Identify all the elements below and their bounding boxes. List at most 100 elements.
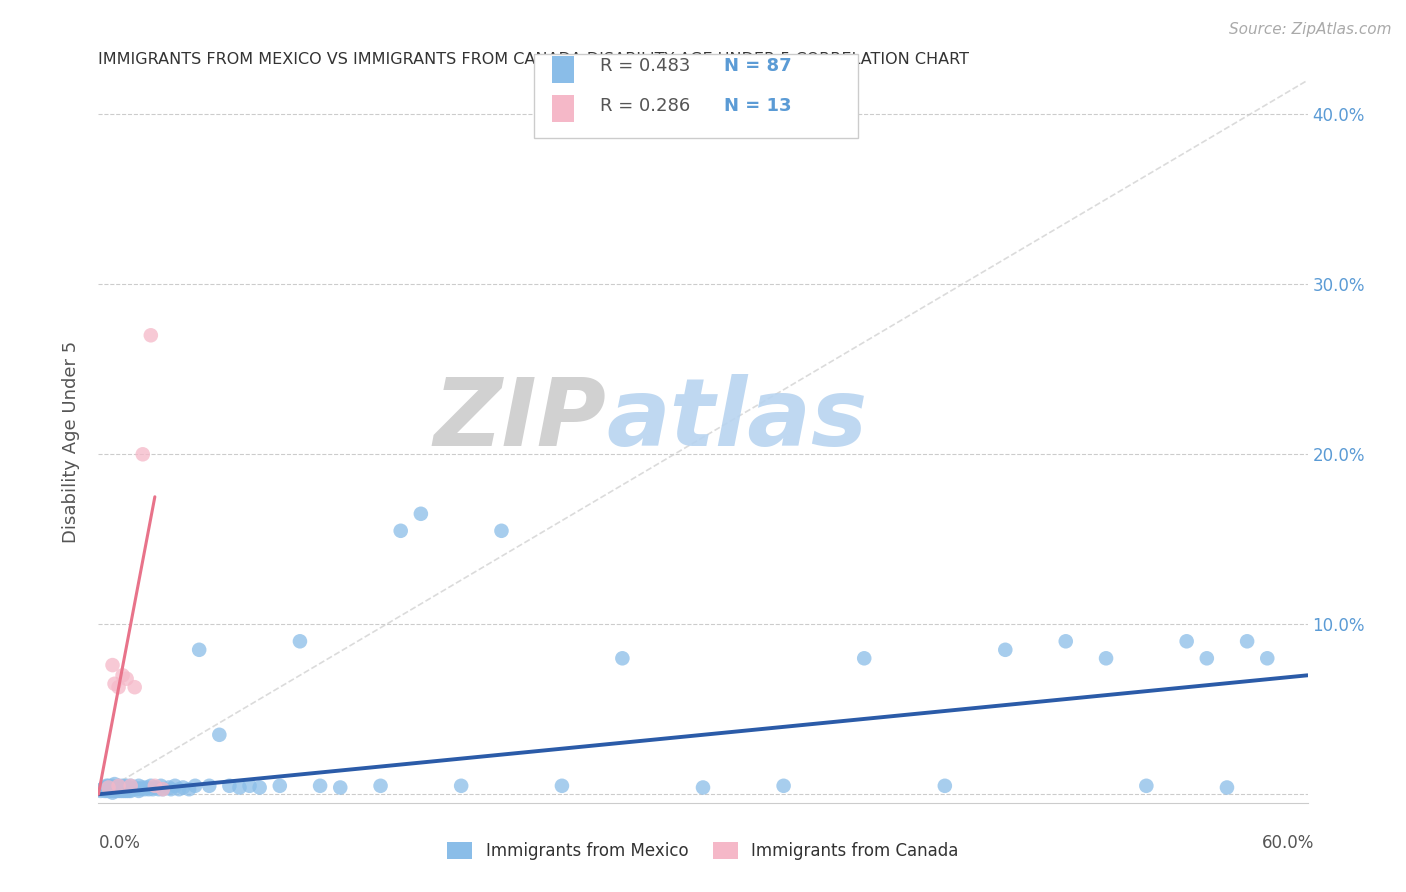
Point [139, 328, 162, 343]
Point [172, 780, 194, 795]
Point [110, 780, 132, 795]
Point [269, 779, 291, 793]
Point [198, 779, 221, 793]
Point [1216, 780, 1239, 795]
Point [107, 784, 129, 798]
Point [120, 779, 142, 793]
Point [114, 784, 136, 798]
Point [111, 668, 134, 682]
Point [1175, 634, 1198, 648]
Point [152, 782, 174, 797]
Point [551, 779, 574, 793]
Point [120, 784, 142, 798]
Point [853, 651, 876, 665]
Point [1256, 651, 1278, 665]
Point [134, 782, 156, 797]
Point [160, 782, 183, 797]
Point [692, 780, 714, 795]
Point [409, 507, 432, 521]
Point [103, 784, 125, 798]
Point [132, 780, 155, 795]
Point [103, 677, 125, 691]
Point [143, 780, 166, 795]
Point [111, 784, 134, 798]
Point [121, 782, 143, 797]
Point [218, 779, 240, 793]
Point [101, 786, 124, 800]
Point [491, 524, 513, 538]
Point [124, 680, 146, 694]
Text: R = 0.286: R = 0.286 [600, 96, 690, 114]
Point [138, 782, 160, 797]
Point [128, 784, 150, 798]
Point [97, 780, 120, 795]
Point [1095, 651, 1118, 665]
Point [132, 447, 155, 461]
Text: 0.0%: 0.0% [98, 834, 141, 852]
Point [288, 634, 311, 648]
Legend: Immigrants from Mexico, Immigrants from Canada: Immigrants from Mexico, Immigrants from … [440, 835, 966, 867]
Point [103, 780, 125, 795]
Point [184, 779, 207, 793]
Point [120, 779, 142, 793]
Point [1236, 634, 1258, 648]
Text: ZIP: ZIP [433, 374, 606, 466]
Point [97, 779, 120, 793]
Point [249, 780, 271, 795]
Point [100, 780, 122, 795]
Point [111, 779, 134, 793]
Point [91, 782, 114, 797]
Point [1195, 651, 1218, 665]
Point [115, 779, 138, 793]
Y-axis label: Disability Age Under 5: Disability Age Under 5 [62, 341, 80, 542]
Point [157, 780, 180, 795]
Point [179, 782, 201, 797]
Point [89, 784, 111, 798]
Point [228, 780, 250, 795]
Point [309, 779, 332, 793]
Point [107, 779, 129, 793]
Point [152, 782, 174, 797]
Point [389, 524, 412, 538]
Text: N = 13: N = 13 [724, 96, 792, 114]
Point [142, 782, 165, 797]
Text: Source: ZipAtlas.com: Source: ZipAtlas.com [1229, 22, 1392, 37]
Point [329, 780, 352, 795]
Point [93, 784, 115, 798]
Point [135, 780, 157, 795]
Point [100, 784, 122, 798]
Point [93, 780, 115, 795]
Point [143, 779, 166, 793]
Point [118, 780, 141, 795]
Point [107, 680, 129, 694]
Point [188, 642, 211, 657]
Point [118, 784, 141, 798]
Text: N = 87: N = 87 [724, 57, 792, 75]
Point [239, 779, 262, 793]
Point [101, 782, 124, 797]
Point [96, 784, 118, 798]
Point [167, 782, 190, 797]
Point [772, 779, 794, 793]
Point [125, 782, 148, 797]
Point [148, 782, 170, 797]
Text: IMMIGRANTS FROM MEXICO VS IMMIGRANTS FROM CANADA DISABILITY AGE UNDER 5 CORRELAT: IMMIGRANTS FROM MEXICO VS IMMIGRANTS FRO… [98, 52, 969, 67]
Point [129, 782, 152, 797]
Point [1135, 779, 1157, 793]
Point [208, 728, 231, 742]
Point [97, 782, 120, 797]
Point [101, 658, 124, 673]
Point [612, 651, 634, 665]
Point [105, 780, 128, 795]
Point [103, 777, 125, 791]
Point [163, 779, 186, 793]
Text: 60.0%: 60.0% [1263, 834, 1315, 852]
Text: atlas: atlas [606, 374, 868, 466]
Point [370, 779, 392, 793]
Point [96, 779, 118, 793]
Point [115, 672, 138, 686]
Point [101, 779, 124, 793]
Point [139, 779, 162, 793]
Point [115, 784, 138, 798]
Point [124, 780, 146, 795]
